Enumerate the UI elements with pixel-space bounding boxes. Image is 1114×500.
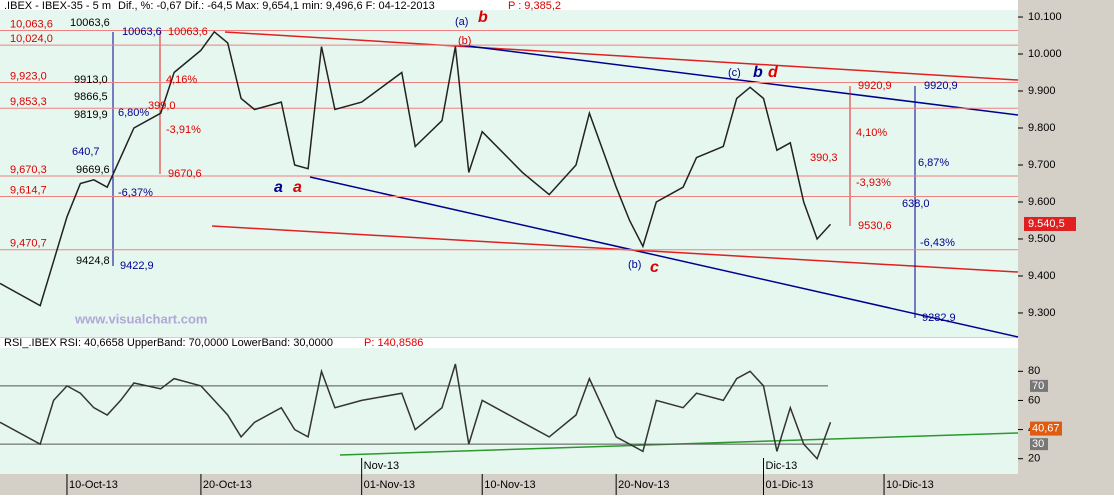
x-tick-label: 01-Nov-13 [364, 479, 415, 491]
x-tick-label: 20-Oct-13 [203, 479, 252, 491]
annotation: 9424,8 [76, 255, 110, 267]
annotation: 10063,6 [70, 17, 110, 29]
y-tick-label: 9.800 [1028, 122, 1056, 134]
y-tick-label: 9.600 [1028, 196, 1056, 208]
level-label: 9,853,3 [10, 96, 47, 108]
x-tick-label: Dic-13 [766, 460, 798, 472]
annotation: 9422,9 [120, 260, 154, 272]
band-label: 70 [1032, 380, 1044, 392]
annotation: 390,3 [810, 152, 838, 164]
annotation: 9920,9 [924, 80, 958, 92]
last-price-label: 9.540,5 [1028, 218, 1065, 230]
y-tick-label: 9.300 [1028, 307, 1056, 319]
last-price-header: P : 9,385,2 [508, 0, 561, 12]
rsi-pane [0, 348, 1018, 474]
trend-line [459, 44, 1019, 116]
level-label: 10,063,6 [10, 18, 53, 30]
annotation: -3,93% [856, 177, 891, 189]
y-tick-label: 20 [1028, 453, 1040, 465]
symbol: .IBEX - IBEX-35 - 5 m [4, 0, 111, 12]
trend-line [224, 31, 1019, 81]
annotation: -3,91% [166, 124, 201, 136]
annotation: (b) [458, 35, 471, 47]
y-tick-label: 9.500 [1028, 233, 1056, 245]
level-label: 9,470,7 [10, 238, 47, 250]
y-tick-label: 9.700 [1028, 159, 1056, 171]
rsi-header-strip [0, 338, 1018, 348]
annotation: 6,87% [918, 157, 949, 169]
stats: Dif., %: -0,67 Dif.: -64,5 Max: 9,654,1 … [118, 0, 435, 12]
annotation: 638,0 [902, 198, 930, 210]
annotation: b [753, 64, 763, 81]
level-label: 9,923,0 [10, 70, 47, 82]
rsi-title: RSI_.IBEX RSI: 40,6658 UpperBand: 70,000… [4, 337, 333, 349]
annotation: -6,43% [920, 237, 955, 249]
annotation: 10063,6 [122, 26, 162, 38]
y-tick-label: 80 [1028, 365, 1040, 377]
series-line [0, 30, 832, 307]
x-tick-label: Nov-13 [364, 460, 399, 472]
y-tick-label: 9.900 [1028, 85, 1056, 97]
annotation: 9530,6 [858, 220, 892, 232]
band-tag [1030, 379, 1048, 392]
annotation: 9866,5 [74, 91, 108, 103]
level-label: 9,614,7 [10, 184, 47, 196]
annotation: c [650, 259, 659, 276]
band-tag [1030, 438, 1048, 451]
annotation: 4,16% [166, 74, 197, 86]
last-value-tag [1030, 421, 1062, 436]
last-price-tag [1024, 216, 1076, 231]
trend-line [211, 225, 1019, 273]
annotation: (b) [628, 259, 641, 271]
annotation: (a) [455, 16, 468, 28]
annotation: 9920,9 [858, 80, 892, 92]
annotation: a [293, 179, 302, 196]
watermark: www.visualchart.com [74, 311, 207, 326]
annotation: d [768, 64, 779, 81]
header-strip [0, 0, 1018, 10]
annotation: 9669,6 [76, 164, 110, 176]
annotation: 4,10% [856, 127, 887, 139]
series-line [0, 363, 832, 461]
band-label: 30 [1032, 438, 1044, 450]
trend-line [309, 176, 1019, 338]
annotation: 9282,9 [922, 312, 956, 324]
price-pane [0, 10, 1018, 337]
last-value-label: 40,67 [1032, 423, 1060, 435]
y-tick-label: 10.000 [1028, 48, 1062, 60]
x-tick-label: 20-Nov-13 [618, 479, 669, 491]
annotation: -6,37% [118, 187, 153, 199]
annotation: b [478, 9, 488, 26]
rsi-price: P: 140,8586 [364, 337, 423, 349]
annotation: 9670,6 [168, 168, 202, 180]
y-tick-label: 10.100 [1028, 11, 1062, 23]
level-label: 10,024,0 [10, 33, 53, 45]
annotation: 9819,9 [74, 109, 108, 121]
y-tick-label: 9.400 [1028, 270, 1056, 282]
annotation: 640,7 [72, 146, 100, 158]
annotation: 6,80% [118, 107, 149, 119]
x-tick-label: 10-Oct-13 [69, 479, 118, 491]
annotation: (c) [728, 67, 741, 79]
y-tick-label: 60 [1028, 394, 1040, 406]
annotation: a [274, 179, 283, 196]
x-tick-label: 01-Dic-13 [766, 479, 814, 491]
x-tick-label: 10-Dic-13 [886, 479, 934, 491]
annotation: 10063,6 [168, 26, 208, 38]
drawings [112, 31, 1019, 456]
x-tick-label: 10-Nov-13 [484, 479, 535, 491]
annotation: 9913,0 [74, 74, 108, 86]
level-label: 9,670,3 [10, 164, 47, 176]
annotation: 399,0 [148, 100, 176, 112]
